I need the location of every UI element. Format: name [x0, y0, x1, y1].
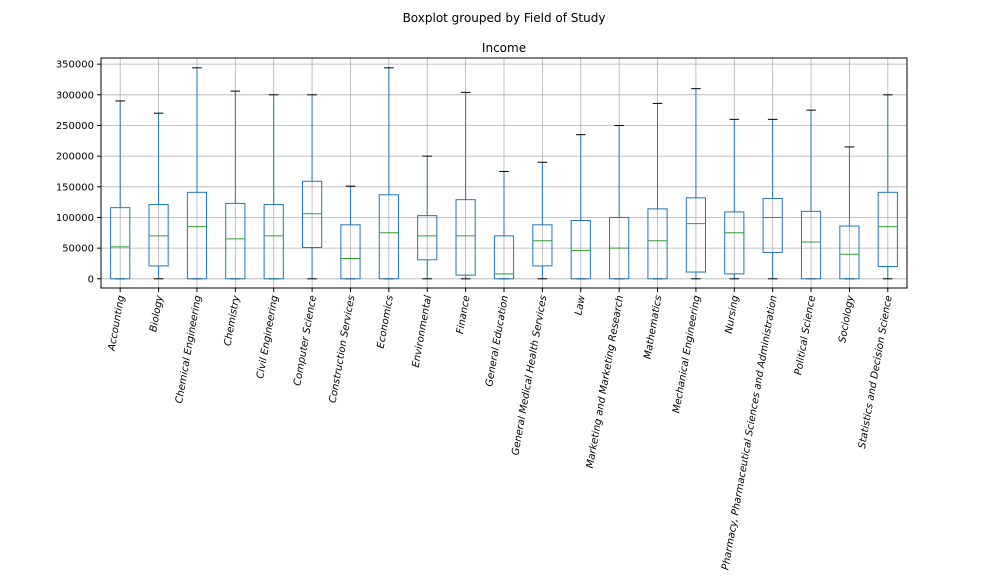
y-tick-label: 250000 — [56, 121, 94, 132]
box-group — [455, 91, 476, 280]
y-tick-label: 100000 — [56, 213, 94, 224]
box-group — [800, 109, 822, 280]
box-group — [417, 155, 438, 280]
box-group — [532, 161, 553, 280]
iqr-box — [110, 207, 131, 280]
box-group — [225, 90, 246, 280]
iqr-box — [724, 211, 745, 275]
box-group — [378, 67, 399, 280]
iqr-box — [455, 199, 476, 276]
box-group — [110, 100, 131, 280]
y-tick-label: 200000 — [56, 152, 94, 163]
iqr-box — [148, 204, 169, 267]
iqr-box — [839, 225, 860, 280]
y-tick-label: 50000 — [62, 244, 94, 255]
iqr-box — [647, 208, 668, 280]
chart-suptitle: Boxplot grouped by Field of Study — [403, 11, 606, 25]
y-tick-label: 300000 — [56, 90, 94, 101]
box-group — [724, 118, 745, 280]
iqr-box — [417, 215, 438, 261]
chart-title: Income — [482, 41, 526, 55]
y-tick-label: 0 — [88, 274, 94, 285]
iqr-box — [800, 210, 822, 280]
box-group — [762, 118, 783, 280]
x-tick-label: Law — [573, 294, 587, 316]
iqr-box — [762, 197, 783, 253]
iqr-box — [570, 220, 591, 280]
iqr-box — [263, 204, 284, 280]
iqr-box — [302, 180, 323, 249]
box-group — [609, 124, 630, 280]
box-group — [263, 94, 284, 280]
y-tick-label: 150000 — [56, 182, 94, 193]
box-group — [302, 94, 323, 280]
box-group — [186, 67, 208, 280]
box-group — [570, 134, 591, 280]
y-tick-label: 350000 — [56, 60, 94, 71]
iqr-box — [493, 235, 515, 280]
iqr-box — [225, 202, 246, 280]
iqr-box — [186, 191, 208, 280]
iqr-box — [378, 194, 399, 280]
iqr-box — [685, 197, 706, 273]
iqr-box — [340, 224, 361, 280]
box-group — [148, 112, 169, 280]
box-group — [493, 170, 515, 280]
box-group — [839, 146, 860, 280]
box-group — [647, 102, 668, 280]
box-group — [685, 88, 706, 280]
iqr-box — [877, 191, 898, 268]
box-group — [340, 185, 361, 280]
box-group — [877, 94, 898, 280]
iqr-box — [532, 224, 553, 267]
box-layer — [110, 67, 898, 280]
